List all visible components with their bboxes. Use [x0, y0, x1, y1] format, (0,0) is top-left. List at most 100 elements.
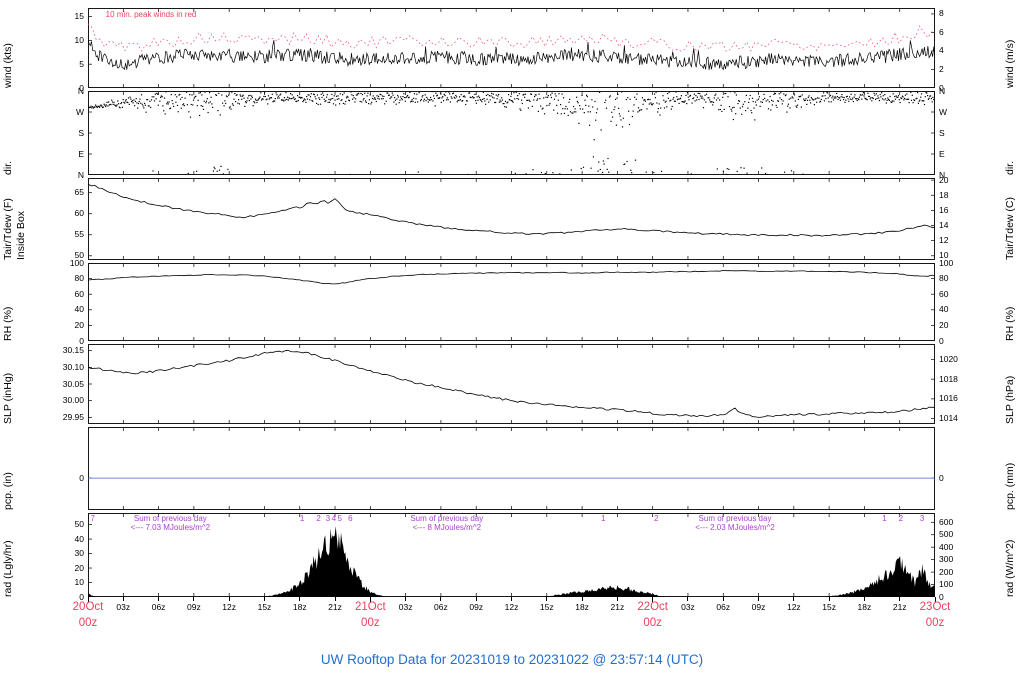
rh-ytick-right: 60	[939, 288, 949, 299]
rh-ytick-left: 20	[74, 319, 84, 330]
x-tick	[722, 597, 724, 601]
x-day-label: 22Oct 00z	[623, 599, 683, 631]
axis-label-rh-right: RH (%)	[1004, 306, 1016, 341]
slp-ytick-left: 30.10	[62, 361, 84, 372]
mjoule-mark: 1	[882, 514, 887, 523]
mjoule-mark: 1	[601, 514, 606, 523]
chart-title: UW Rooftop Data for 20231019 to 20231022…	[320, 652, 704, 667]
x-tick	[228, 597, 230, 601]
sea-level-pressure-line	[88, 349, 935, 418]
rh-ytick-left: 40	[74, 304, 84, 315]
x-tick-label: 06z	[434, 602, 448, 612]
axis-label-temp-left: Tair/Tdew (F)	[2, 198, 14, 260]
wind-ytick-left: 15	[74, 11, 84, 22]
relative-humidity-line	[88, 269, 935, 285]
rad-ytick-left: 0	[79, 591, 84, 602]
wind-ytick-right: 6	[939, 26, 944, 37]
rh-ytick-left: 80	[74, 273, 84, 284]
slp-ytick-right: 1020	[939, 353, 958, 364]
axis-label-wind-left: wind (kts)	[2, 43, 14, 88]
axis-label-pcp-left: pcp. (in)	[2, 472, 14, 510]
slp-ytick-right: 1016	[939, 393, 958, 404]
rh-ytick-left: 100	[69, 257, 84, 268]
panels-container: wind (kts) wind (m/s) 10 min. peak winds i…	[0, 8, 1024, 601]
x-day-label-hour: 00z	[78, 617, 98, 629]
rh-ytick-left: 60	[74, 288, 84, 299]
x-day-label-date: 23Oct	[919, 601, 951, 613]
axis-label-slp-left: SLP (inHg)	[2, 372, 14, 424]
panel-rh: RH (%) RH (%) 0 20 40 60 80 100 0 20 40 60 80 100	[0, 258, 1024, 345]
wind-ytick-left: 10	[74, 34, 84, 45]
avg-wind-line	[88, 39, 935, 71]
x-day-tick	[652, 597, 654, 602]
axis-label-slp-right: SLP (hPa)	[1004, 375, 1016, 424]
rad-ytick-right: 300	[939, 554, 954, 565]
x-tick-label: 03z	[681, 602, 695, 612]
temp-ytick-left: 50	[74, 250, 84, 261]
x-tick-label: 18z	[575, 602, 589, 612]
x-day-label: 20Oct 00z	[58, 599, 118, 631]
axis-label-rad-right: rad (W/m^2)	[1004, 539, 1016, 597]
x-day-tick	[934, 597, 936, 602]
x-tick	[440, 597, 442, 601]
pcp-ytick-left: 0	[79, 472, 84, 483]
wind-annotation: 10 min. peak winds in red	[106, 10, 197, 19]
mjoule-mark: 7	[90, 514, 95, 523]
rh-plot	[88, 263, 935, 341]
sum-previous-day-annotation: <--- 2.03 MJoules/m^2	[695, 523, 775, 532]
rad-ytick-right: 600	[939, 516, 954, 527]
x-tick-label: 09z	[187, 602, 201, 612]
air-temp-line	[88, 183, 935, 237]
x-tick	[193, 597, 195, 601]
mjoule-mark: 3	[920, 514, 925, 523]
wind-ytick-right: 8	[939, 8, 944, 19]
wind-ytick-right: 2	[939, 63, 944, 74]
dir-ytick-left: S	[78, 127, 84, 138]
mjoule-mark: 6	[348, 514, 353, 523]
sum-previous-day-annotation: <--- 8 MJoules/m^2	[413, 523, 482, 532]
x-tick-label: 15z	[539, 602, 554, 612]
x-tick	[899, 597, 901, 601]
temp-ytick-left: 60	[74, 208, 84, 219]
x-tick	[758, 597, 760, 601]
x-tick-label: 15z	[257, 602, 272, 612]
x-tick	[475, 597, 477, 601]
axis-label-rad-left: rad (Lgly/hr)	[2, 540, 14, 597]
mjoule-mark: 5	[338, 514, 343, 523]
pcp-ytick-right: 0	[939, 472, 944, 483]
x-day-label-hour: 00z	[643, 617, 662, 629]
rh-ytick-right: 40	[939, 304, 949, 315]
wind-ytick-left: 0	[79, 82, 84, 93]
sum-previous-day-annotation: Sum of previous day	[410, 514, 483, 523]
sum-previous-day-annotation: <--- 7.03 MJoules/m^2	[131, 523, 211, 532]
rh-ytick-right: 20	[939, 319, 949, 330]
x-day-label-date: 22Oct	[637, 601, 668, 613]
x-tick	[828, 597, 830, 601]
rad-ytick-left: 10	[74, 577, 84, 588]
peak-wind-line	[88, 23, 933, 53]
rad-ytick-left: 50	[74, 519, 84, 530]
panel-rad: rad (Lgly/hr) rad (W/m^2) Sum of previous …	[0, 513, 1024, 601]
dir-plot	[88, 91, 935, 175]
dir-ytick-right: S	[939, 127, 945, 138]
wind-ytick-right: 4	[939, 45, 944, 56]
rad-ytick-right: 200	[939, 566, 954, 577]
x-day-label-hour: 00z	[361, 617, 380, 629]
x-day-label: 21Oct 00z	[340, 599, 400, 631]
temp-ytick-left: 55	[74, 229, 84, 240]
axis-label-dir-right: dir.	[1004, 160, 1016, 175]
mjoule-mark: 1	[300, 514, 305, 523]
x-tick	[546, 597, 548, 601]
dir-ytick-right: N	[939, 85, 946, 96]
x-day-label: 23Oct 00z	[905, 599, 965, 631]
temp-plot	[88, 178, 935, 260]
axis-label-pcp-right: pcp. (mm)	[1004, 462, 1016, 510]
rh-ytick-left: 0	[79, 335, 84, 346]
panel-dir: dir. dir. N W S E N N W S E N	[0, 86, 1024, 179]
rh-ytick-right: 100	[939, 257, 954, 268]
x-day-tick	[369, 597, 371, 602]
panel-slp: SLP (inHg) SLP (hPa) 29.95 30.00 30.05 30.10 3…	[0, 344, 1024, 424]
mjoule-mark: 2	[899, 514, 904, 523]
x-tick-label: 03z	[116, 602, 131, 612]
